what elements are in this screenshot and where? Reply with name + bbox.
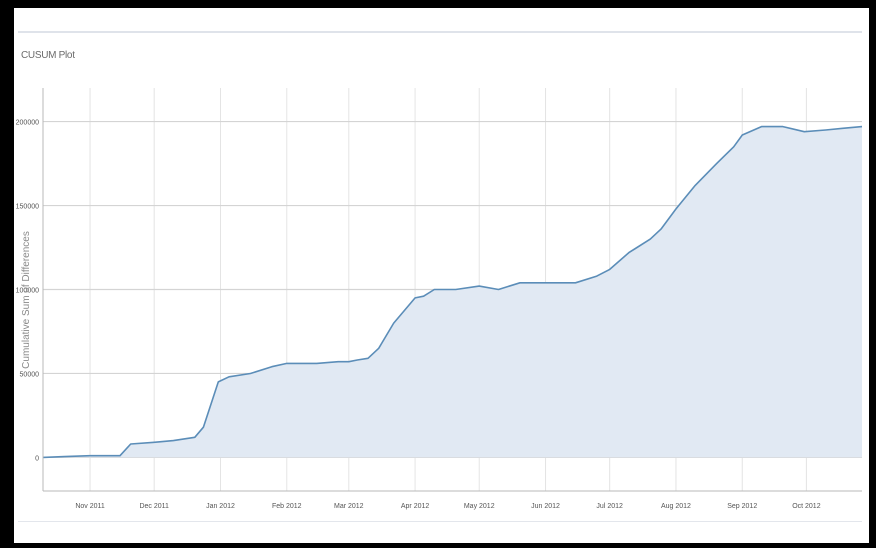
x-tick-label: Jan 2012 <box>206 503 235 510</box>
y-tick-label: 50000 <box>20 371 40 378</box>
x-tick-label: Sep 2012 <box>727 503 757 510</box>
x-tick-label: Jul 2012 <box>596 503 623 510</box>
x-tick-label: Nov 2011 <box>75 503 105 510</box>
y-axis-label: Cumulative Sum of Differences <box>21 231 32 369</box>
x-tick-label: Mar 2012 <box>334 503 364 510</box>
x-tick-label: Oct 2012 <box>792 503 821 510</box>
series-area <box>43 127 862 458</box>
x-tick-label: Apr 2012 <box>401 503 430 510</box>
x-tick-label: Aug 2012 <box>661 503 691 510</box>
x-tick-label: Feb 2012 <box>272 503 302 510</box>
y-tick-label: 200000 <box>16 120 39 127</box>
y-tick-label: 150000 <box>16 204 39 211</box>
x-tick-label: May 2012 <box>464 503 495 510</box>
y-tick-label: 0 <box>35 455 39 462</box>
x-tick-label: Jun 2012 <box>531 503 560 510</box>
x-tick-label: Dec 2011 <box>139 503 169 510</box>
